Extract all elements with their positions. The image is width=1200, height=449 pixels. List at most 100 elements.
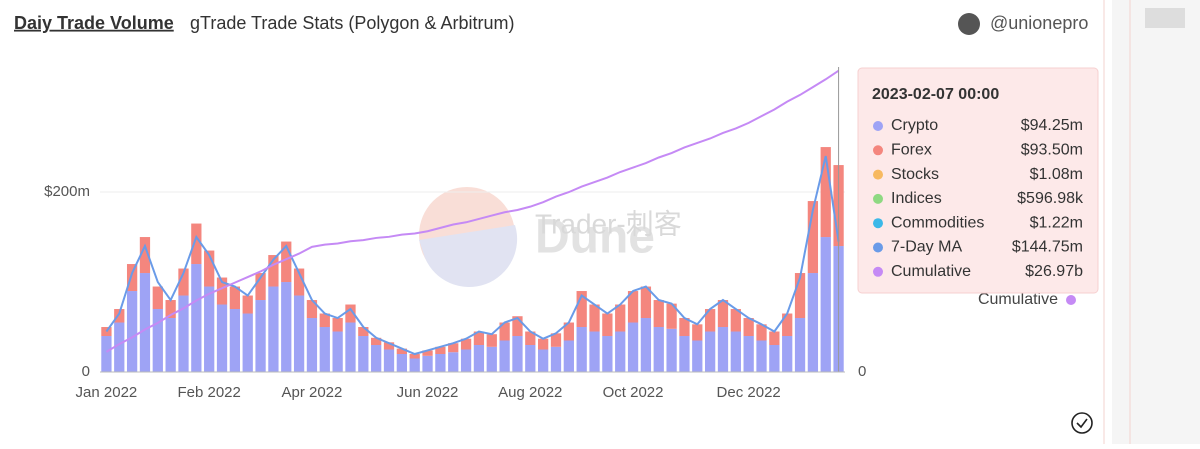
bar — [293, 295, 305, 372]
bar — [242, 313, 253, 372]
bar — [704, 331, 716, 372]
bar — [165, 300, 176, 319]
bar — [435, 346, 446, 355]
check-icon[interactable] — [1071, 412, 1093, 434]
bar — [576, 291, 587, 328]
watermark: Dune Trader-刺客 — [419, 187, 682, 288]
tooltip-value: $26.97b — [1025, 263, 1083, 280]
bar — [499, 322, 510, 341]
bar — [242, 295, 253, 314]
bar — [563, 322, 574, 341]
bar — [769, 331, 780, 346]
tooltip-value: $93.50m — [1021, 142, 1083, 159]
bar — [794, 318, 806, 372]
x-tick-label: Oct 2022 — [603, 384, 664, 401]
tooltip-dot — [873, 242, 883, 253]
x-tick-label: Aug 2022 — [498, 384, 562, 401]
tooltip-dot — [873, 218, 883, 229]
bar — [152, 309, 163, 372]
bar — [178, 295, 189, 372]
tooltip-dot — [873, 169, 883, 180]
bar — [409, 358, 420, 372]
tooltip-name: Stocks — [891, 166, 939, 183]
bar — [422, 355, 433, 372]
bar — [165, 318, 176, 372]
bar — [640, 318, 652, 372]
bar — [550, 333, 562, 347]
check-icon — [1076, 418, 1088, 429]
bar — [782, 336, 793, 372]
bar — [178, 268, 189, 296]
bar — [589, 331, 600, 372]
tooltip-name: Commodities — [891, 214, 984, 231]
bar — [371, 337, 382, 346]
bar — [371, 345, 382, 372]
bar — [319, 327, 330, 372]
x-tick-label: Apr 2022 — [281, 384, 342, 401]
author[interactable]: @unionepro — [990, 13, 1088, 33]
bar — [358, 327, 369, 337]
bar — [653, 327, 664, 372]
tooltip-dot — [873, 121, 883, 131]
bar — [216, 277, 228, 305]
bar — [512, 336, 523, 372]
tooltip-name: Crypto — [891, 117, 938, 134]
bar — [126, 291, 138, 372]
bar — [653, 300, 664, 328]
bar — [756, 340, 767, 372]
bar — [204, 250, 215, 287]
bar — [602, 336, 613, 372]
bar — [525, 331, 536, 346]
bar — [704, 309, 716, 332]
bar — [448, 352, 459, 372]
x-tick-label: Dec 2022 — [717, 384, 781, 401]
bar — [473, 331, 485, 346]
bar — [743, 336, 754, 372]
bar — [820, 237, 831, 372]
bar — [229, 286, 241, 310]
bar — [563, 340, 574, 372]
tooltip-dot — [873, 145, 883, 156]
bar — [627, 291, 639, 323]
bar — [460, 338, 472, 350]
tooltip-dot — [873, 266, 883, 277]
bar — [640, 286, 652, 319]
bar — [358, 336, 369, 372]
tooltip-name: Cumulative — [891, 263, 971, 280]
legend-label: Cumulative — [978, 291, 1058, 308]
title[interactable]: Daiy Trade Volume — [14, 13, 174, 33]
bar — [512, 316, 523, 337]
avatar[interactable] — [958, 13, 980, 35]
x-tick-label: Feb 2022 — [177, 384, 240, 401]
bar — [139, 273, 151, 372]
tooltip-dot — [873, 193, 883, 204]
bar — [255, 273, 266, 301]
bar — [602, 313, 613, 337]
bar — [422, 350, 433, 356]
tooltip-box — [857, 67, 1099, 294]
bar — [794, 273, 806, 319]
bar — [769, 345, 780, 372]
bar — [332, 318, 343, 332]
bar — [448, 343, 459, 353]
bar — [499, 340, 510, 372]
bar — [615, 331, 626, 372]
bar — [589, 304, 600, 332]
bar — [114, 322, 125, 372]
bar — [383, 349, 395, 372]
watermark-logo — [419, 225, 518, 288]
tooltip-name: 7-Day MA — [891, 239, 962, 256]
bar — [756, 324, 767, 341]
bar — [383, 342, 395, 350]
bar — [268, 255, 279, 287]
bar — [435, 354, 446, 372]
bar — [679, 336, 690, 372]
bar — [216, 304, 228, 372]
x-tick-label: Jun 2022 — [397, 384, 459, 401]
bar — [396, 348, 407, 355]
bar — [306, 300, 318, 319]
y-tick-label: $200m — [44, 183, 90, 200]
tooltip-value: $94.25m — [1021, 117, 1083, 134]
